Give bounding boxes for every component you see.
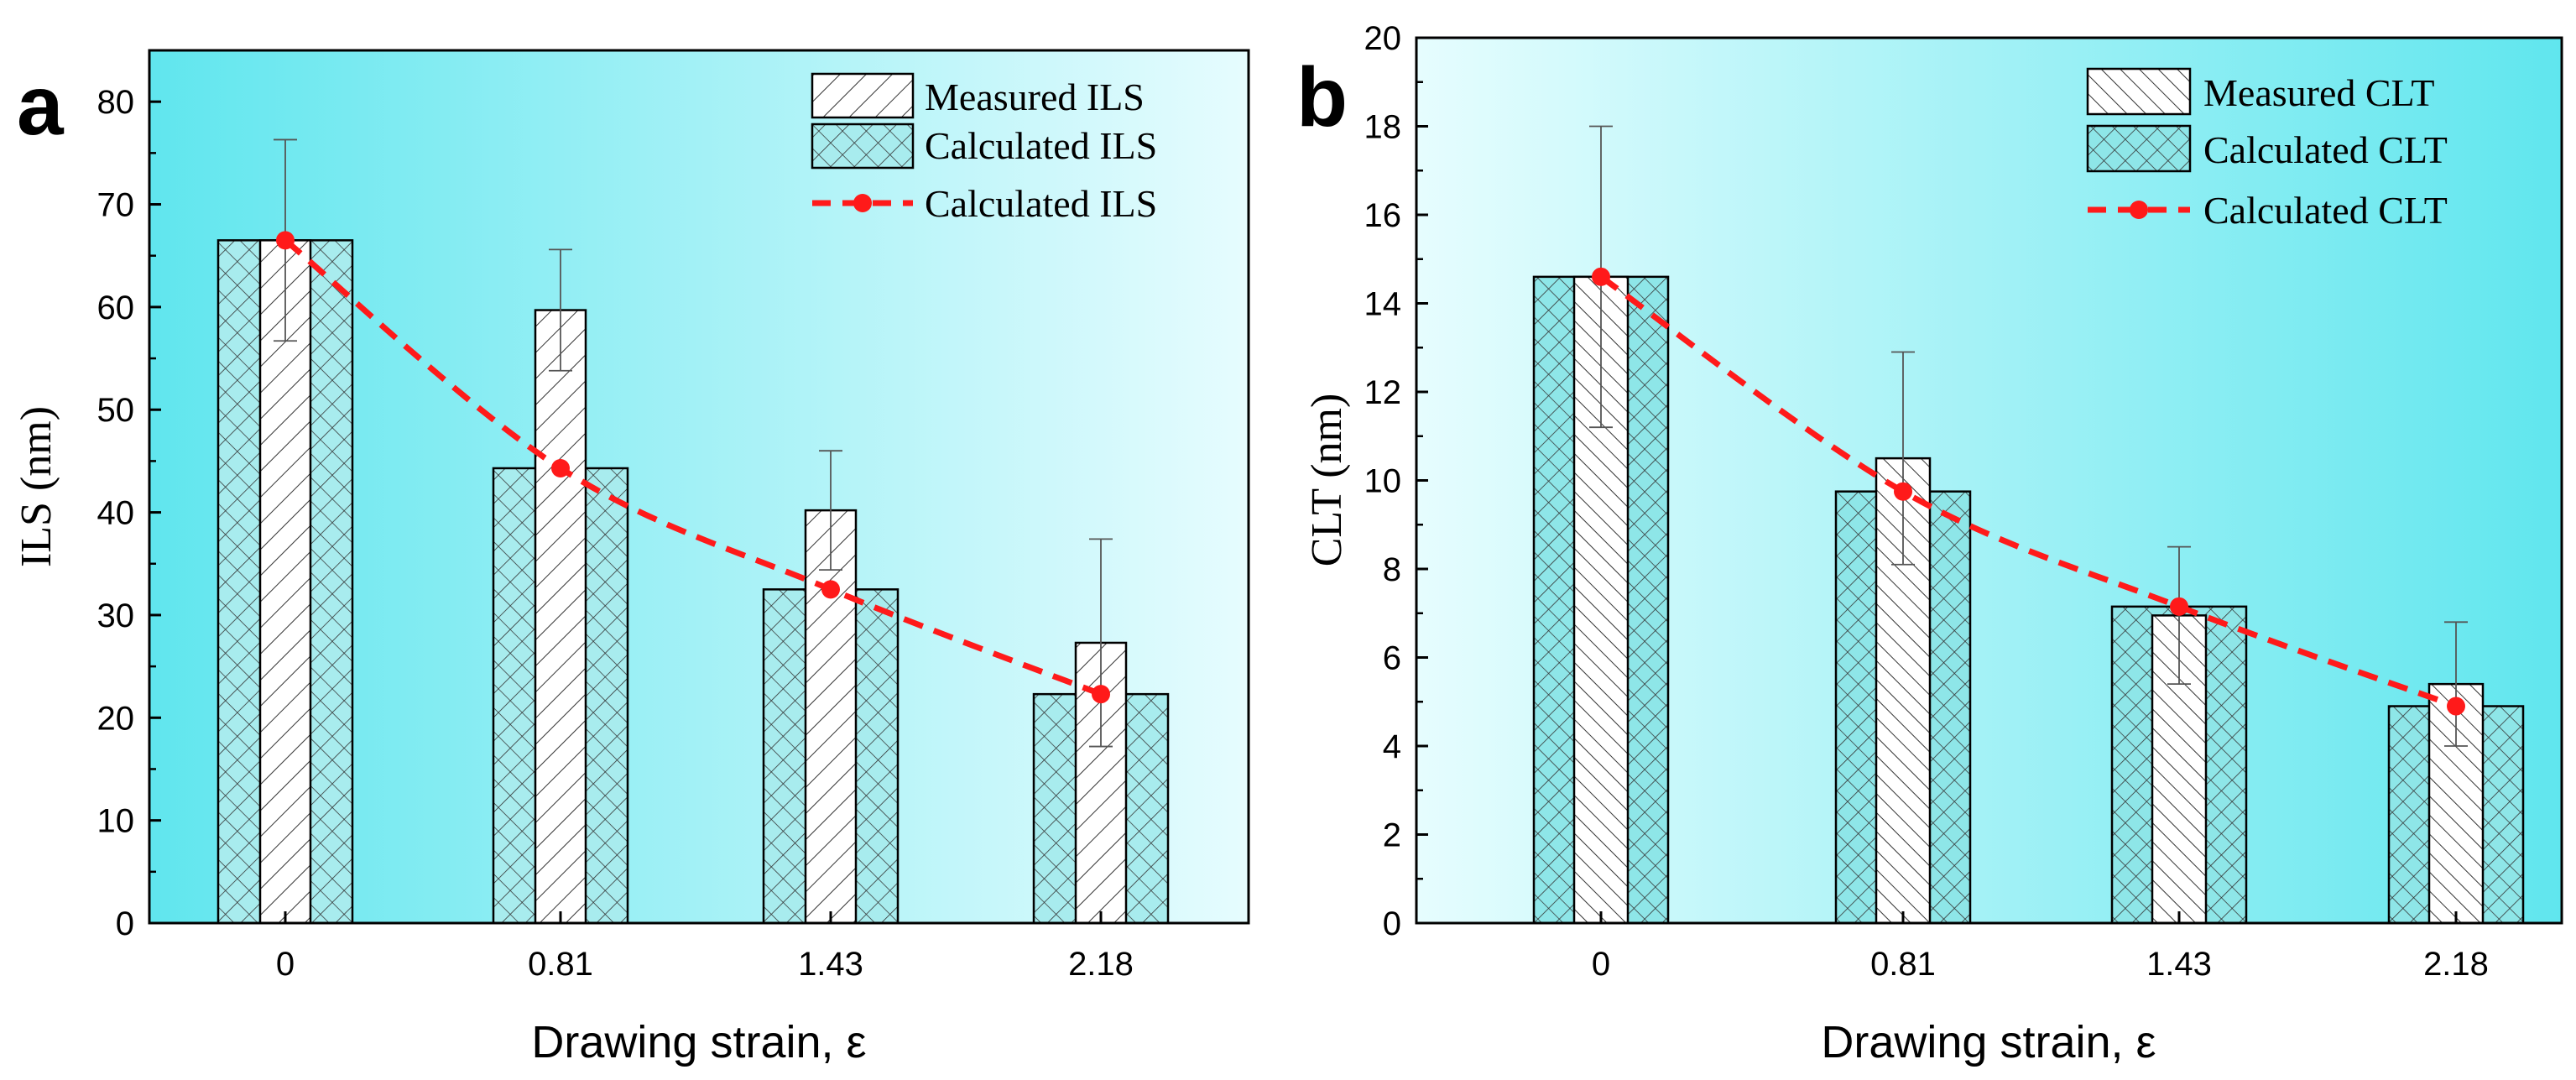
panel-a-plot-frame [148, 49, 1250, 925]
calculated-line-marker [2447, 697, 2465, 716]
legend-swatch-calculated-bar [811, 123, 915, 170]
y-tick-label: 10 [1364, 463, 1402, 500]
y-tick-label: 10 [97, 803, 135, 840]
error-bar [1089, 538, 1113, 748]
legend-entry-calculated-bar: Calculated CLT [2203, 128, 2448, 171]
x-tick-label: 0 [1592, 946, 1610, 983]
panel-a: 0 10 20 30 40 50 60 70 80 0 0.81 1.43 2.18 a ILS (nm… [13, 49, 1250, 1067]
panel-b-legend: Measured CLT Calculated CLT Calculated C… [2086, 67, 2448, 232]
y-tick-label: 16 [1364, 197, 1402, 234]
panel-b-label: b [1296, 50, 1348, 144]
panel-a-label: a [17, 59, 65, 153]
x-tick-label: 2.18 [1068, 946, 1134, 983]
x-tick-label: 0.81 [1870, 946, 1936, 983]
y-tick-label: 60 [97, 290, 135, 326]
y-tick-label: 20 [97, 700, 135, 737]
panel-a-legend: Measured ILS Calculated ILS Calculated I… [811, 72, 1157, 225]
y-tick-label: 50 [97, 392, 135, 429]
error-bar [549, 248, 572, 372]
legend-swatch-measured [811, 72, 915, 119]
calculated-line-marker [821, 580, 840, 599]
legend-marker-calculated-line [2130, 201, 2148, 219]
y-tick-label: 12 [1364, 374, 1402, 411]
panel-b-y-axis-label: CLT (nm) [1303, 394, 1351, 567]
calculated-line-marker [551, 458, 570, 477]
measured-bar [804, 509, 858, 925]
x-tick-label: 2.18 [2423, 946, 2489, 983]
legend-entry-calculated-bar: Calculated ILS [925, 124, 1157, 167]
y-tick-label: 20 [1364, 20, 1402, 57]
y-tick-label: 40 [97, 495, 135, 532]
y-tick-label: 14 [1364, 286, 1402, 323]
error-bar [819, 450, 842, 571]
error-bar [1891, 351, 1915, 566]
y-tick-label: 30 [97, 597, 135, 634]
legend-entry-measured: Measured CLT [2203, 71, 2435, 114]
calculated-line-marker [1894, 482, 1912, 501]
legend-entry-calculated-line: Calculated CLT [2203, 189, 2448, 232]
y-tick-label: 6 [1383, 640, 1401, 677]
y-tick-label: 8 [1383, 551, 1401, 588]
legend-swatch-calculated-bar [2086, 124, 2192, 173]
calculated-line-marker [1592, 267, 1610, 286]
y-tick-label: 0 [116, 905, 134, 942]
calculated-line-marker [1092, 685, 1110, 704]
calculated-line-marker [276, 231, 295, 250]
legend-entry-calculated-line: Calculated ILS [925, 182, 1157, 225]
measured-bar [534, 309, 587, 925]
y-tick-label: 0 [1383, 905, 1401, 942]
y-tick-label: 70 [97, 187, 135, 224]
calculated-line [283, 237, 1103, 697]
legend-swatch-measured [2086, 67, 2192, 116]
x-tick-label: 0.81 [528, 946, 593, 983]
y-tick-label: 18 [1364, 109, 1402, 146]
y-tick-label: 80 [97, 84, 135, 121]
panel-b-x-axis-label: Drawing strain, ε [1821, 1017, 2156, 1067]
legend-marker-calculated-line [853, 194, 872, 212]
x-tick-label: 0 [276, 946, 295, 983]
x-tick-label: 1.43 [798, 946, 863, 983]
measured-bar [258, 239, 312, 925]
y-tick-label: 2 [1383, 817, 1401, 854]
panel-a-x-axis-label: Drawing strain, ε [531, 1017, 866, 1067]
panel-b: 0 2 4 6 8 10 12 14 16 18 20 0 0.81 1.43 2.18 b CLT (nm… [1296, 20, 2563, 1067]
panel-a-y-axis-label: ILS (nm) [13, 406, 60, 567]
calculated-line-marker [2170, 597, 2188, 616]
legend-entry-measured: Measured ILS [925, 76, 1145, 118]
error-bar [2444, 621, 2468, 747]
y-tick-label: 4 [1383, 728, 1401, 765]
x-tick-label: 1.43 [2146, 946, 2212, 983]
